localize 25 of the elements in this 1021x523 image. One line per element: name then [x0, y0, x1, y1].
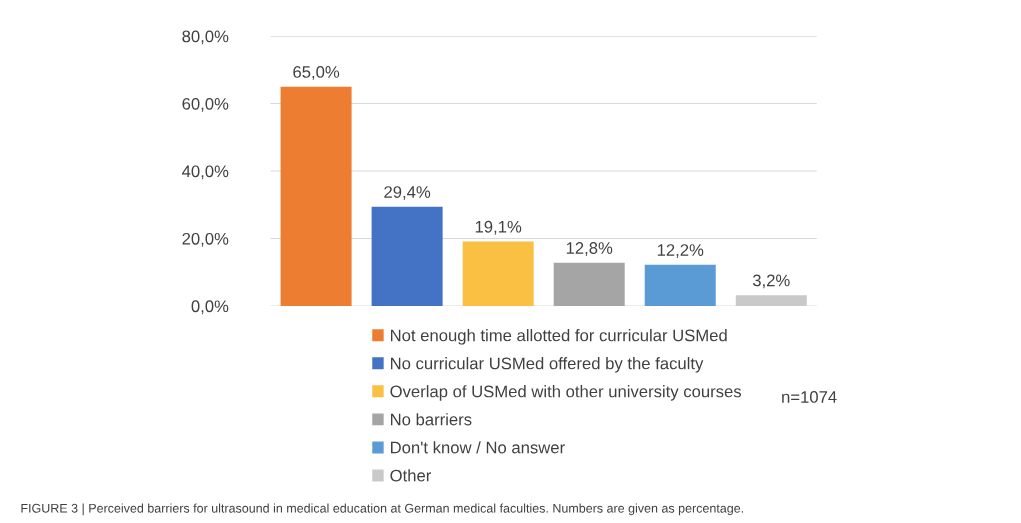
bar: [553, 262, 625, 306]
data-label: 12,2%: [657, 244, 704, 258]
bar: [735, 295, 807, 306]
legend-label: No curricular USMed offered by the faculty: [391, 357, 704, 373]
legend-label: Other: [390, 469, 432, 482]
data-label: 65,0%: [293, 66, 340, 80]
legend-label: No barriers: [391, 413, 472, 426]
y-tick-label: 0,0%: [191, 300, 229, 315]
data-label: 19,1%: [475, 220, 522, 235]
data-label: 12,8%: [566, 242, 613, 256]
caption: FIGURE 3 | Perceived barriers for ultrasound in medical education at German medical faculties. Numbers are given as percentage.: [21, 503, 743, 516]
bar: [280, 86, 352, 306]
text: n=1074: [782, 391, 837, 403]
y-tick-label: 60,0%: [182, 97, 229, 112]
legend-label: Overlap of USMed with other university courses: [390, 385, 742, 401]
bar: [371, 206, 443, 306]
legend-label: Don't know / No answer: [391, 441, 565, 454]
y-tick-label: 40,0%: [182, 165, 229, 180]
y-tick-label: 80,0%: [182, 30, 229, 45]
data-label: 29,4%: [384, 186, 431, 200]
legend-label: Not enough time allotted for curricular USMed: [391, 329, 727, 345]
bar: [644, 264, 716, 306]
bar: [462, 241, 534, 306]
data-label: 3,2%: [752, 274, 790, 289]
y-tick-label: 20,0%: [182, 232, 229, 247]
